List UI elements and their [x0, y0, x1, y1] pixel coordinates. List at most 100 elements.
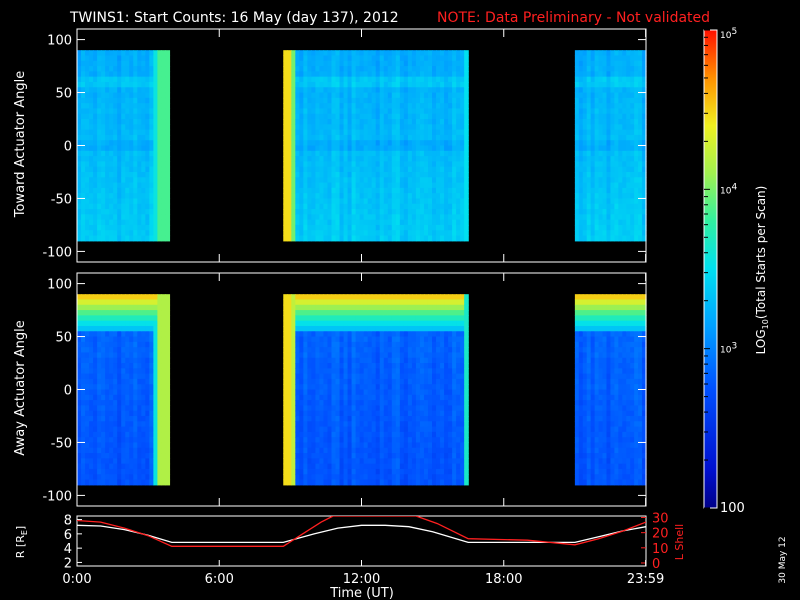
- heatmap-cell: [407, 224, 413, 231]
- heatmap-cell: [299, 71, 304, 78]
- heatmap-cell: [335, 103, 341, 110]
- heatmap-cell: [411, 66, 417, 72]
- heatmap-cell: [283, 474, 288, 481]
- heatmap-cell: [351, 474, 357, 481]
- heatmap-cell: [403, 230, 409, 237]
- heatmap-cell: [347, 384, 353, 391]
- heatmap-cell: [347, 304, 353, 311]
- heatmap-cell: [383, 474, 389, 481]
- heatmap-cell: [145, 235, 150, 242]
- heatmap-cell: [121, 140, 126, 147]
- heatmap-cell: [582, 171, 588, 178]
- heatmap-cell: [452, 76, 457, 83]
- heatmap-cell: [407, 161, 413, 168]
- heatmap-cell: [415, 66, 421, 72]
- heatmap-cell: [121, 389, 126, 396]
- heatmap-cell: [331, 119, 337, 125]
- heatmap-cell: [363, 458, 369, 465]
- heatmap-cell: [299, 203, 304, 210]
- heatmap-cell: [109, 426, 114, 433]
- heatmap-cell: [315, 55, 321, 62]
- heatmap-cell: [303, 55, 308, 62]
- heatmap-cell: [606, 230, 612, 237]
- heatmap-cell: [133, 453, 138, 459]
- heatmap-cell: [315, 71, 321, 78]
- heatmap-cell: [85, 193, 90, 200]
- heatmap-cell: [626, 230, 631, 237]
- heatmap-cell: [149, 145, 154, 152]
- heatmap-cell: [315, 368, 321, 375]
- heatmap-cell: [331, 447, 337, 454]
- heatmap-cell: [121, 161, 126, 168]
- heatmap-cell: [371, 426, 377, 433]
- heatmap-cell: [387, 219, 393, 226]
- heatmap-cell: [331, 140, 337, 147]
- heatmap-cell: [355, 320, 361, 327]
- heatmap-cell: [347, 66, 353, 72]
- heatmap-cell: [315, 352, 321, 359]
- heatmap-cell: [303, 458, 308, 465]
- heatmap-cell: [137, 378, 142, 385]
- heatmap-cell: [351, 294, 357, 301]
- heatmap-cell: [97, 113, 102, 120]
- heatmap-cell: [423, 219, 429, 226]
- heatmap-cell: [598, 177, 604, 184]
- heatmap-cell: [287, 71, 292, 78]
- heatmap-cell: [423, 76, 429, 83]
- heatmap-cell: [81, 331, 86, 338]
- heatmap-cell: [331, 437, 337, 444]
- heatmap-cell: [319, 209, 325, 215]
- heatmap-cell: [85, 97, 90, 104]
- heatmap-cell: [81, 214, 86, 221]
- heatmap-cell: [423, 50, 429, 57]
- heatmap-cell: [161, 124, 167, 131]
- heatmap-cell: [153, 50, 158, 57]
- heatmap-cell: [137, 442, 142, 449]
- heatmap-cell: [423, 166, 429, 173]
- heatmap-cell: [327, 150, 333, 157]
- heatmap-cell: [291, 299, 296, 306]
- heatmap-cell: [351, 479, 357, 486]
- heatmap-cell: [339, 479, 345, 486]
- heatmap-cell: [101, 108, 106, 115]
- heatmap-cell: [371, 410, 377, 417]
- heatmap-cell: [598, 119, 604, 125]
- heatmap-cell: [423, 97, 429, 104]
- heatmap-cell: [367, 368, 373, 375]
- heatmap-cell: [448, 66, 453, 72]
- heatmap-cell: [586, 177, 592, 184]
- heatmap-cell: [157, 437, 163, 444]
- heatmap-cell: [283, 124, 288, 131]
- heatmap-cell: [407, 113, 413, 120]
- heatmap-cell: [93, 431, 98, 438]
- heatmap-cell: [379, 182, 385, 189]
- heatmap-cell: [395, 150, 401, 157]
- heatmap-cell: [622, 81, 627, 88]
- heatmap-cell: [578, 166, 584, 173]
- heatmap-cell: [129, 203, 134, 210]
- heatmap-cell: [149, 341, 154, 348]
- heatmap-cell: [93, 187, 98, 194]
- heatmap-cell: [327, 171, 333, 178]
- heatmap-cell: [85, 357, 90, 364]
- heatmap-cell: [165, 415, 171, 422]
- heatmap-cell: [331, 81, 337, 88]
- heatmap-cell: [351, 55, 357, 62]
- heatmap-cell: [347, 437, 353, 444]
- heatmap-cell: [452, 156, 457, 162]
- heatmap-cell: [129, 341, 134, 348]
- heatmap-cell: [379, 166, 385, 173]
- heatmap-cell: [614, 230, 619, 237]
- heatmap-cell: [335, 87, 341, 94]
- heatmap-cell: [291, 230, 296, 237]
- heatmap-cell: [448, 55, 453, 62]
- heatmap-cell: [351, 389, 357, 396]
- heatmap-cell: [161, 394, 167, 401]
- heatmap-cell: [343, 193, 349, 200]
- heatmap-cell: [335, 76, 341, 83]
- heatmap-cell: [311, 134, 317, 141]
- heatmap-cell: [85, 325, 90, 332]
- heatmap-cell: [331, 341, 337, 348]
- heatmap-cell: [327, 50, 333, 57]
